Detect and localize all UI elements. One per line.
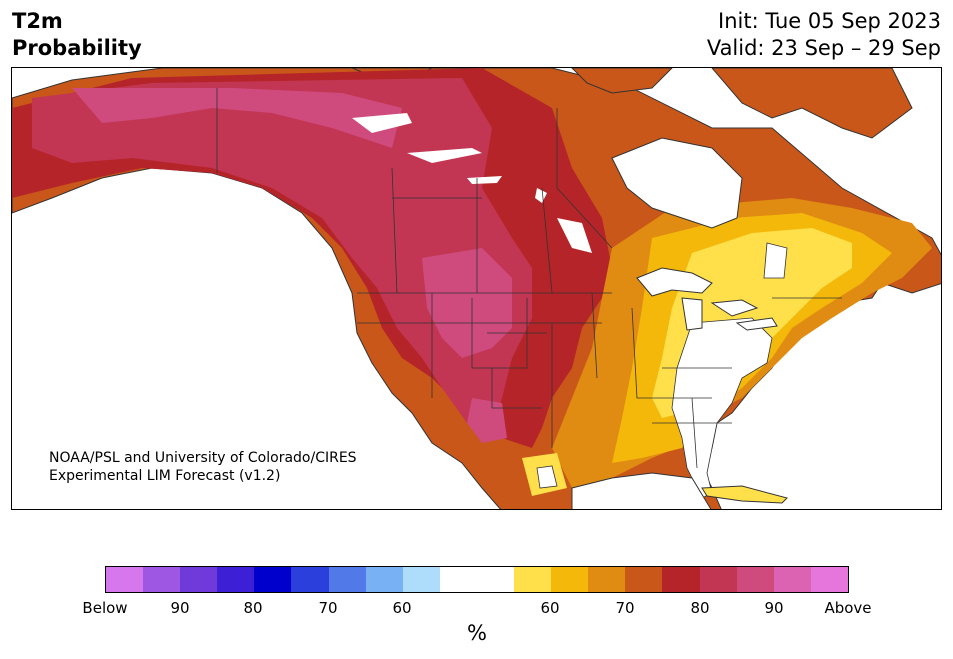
near-normal-region bbox=[536, 242, 788, 499]
title-line-probability: Probability bbox=[12, 36, 142, 60]
hudson-bay bbox=[611, 137, 743, 229]
colorbar-segment bbox=[625, 567, 663, 592]
colorbar-segment bbox=[476, 567, 515, 592]
map-panel bbox=[11, 67, 942, 510]
colorbar-label-below-70: 70 bbox=[318, 599, 338, 617]
colorbar-label-above: Above bbox=[824, 599, 872, 617]
colorbar-segment bbox=[810, 567, 848, 592]
colorbar-segment bbox=[588, 567, 626, 592]
colorbar bbox=[105, 566, 849, 593]
map-credit: NOAA/PSL and University of Colorado/CIRE… bbox=[49, 449, 357, 485]
political-borders bbox=[216, 88, 842, 469]
above-80-region bbox=[32, 78, 532, 428]
probability-map bbox=[12, 68, 941, 509]
colorbar-segment bbox=[773, 567, 811, 592]
map-title: T2m Probability bbox=[12, 8, 142, 62]
colorbar-label-below-60: 60 bbox=[392, 599, 412, 617]
valid-date: Valid: 23 Sep – 29 Sep bbox=[706, 36, 941, 60]
colorbar-segment bbox=[402, 567, 440, 592]
gulf-of-mexico bbox=[571, 472, 712, 509]
colorbar-segment bbox=[699, 567, 737, 592]
colorbar-segment bbox=[551, 567, 589, 592]
colorbar-segment bbox=[439, 567, 477, 592]
cuba bbox=[701, 485, 788, 504]
colorbar-segment bbox=[662, 567, 700, 592]
colorbar-label-above-80: 80 bbox=[690, 599, 710, 617]
great-lakes bbox=[636, 267, 778, 331]
colorbar-segment bbox=[106, 567, 144, 592]
colorbar-segment bbox=[143, 567, 181, 592]
colorbar-label-below: Below bbox=[82, 599, 128, 617]
credit-line-1: NOAA/PSL and University of Colorado/CIRE… bbox=[49, 450, 357, 466]
colorbar-segment bbox=[365, 567, 403, 592]
colorbar-label-below-80: 80 bbox=[243, 599, 263, 617]
colorbar-segment bbox=[291, 567, 329, 592]
colorbar-segment bbox=[180, 567, 218, 592]
above-90-region bbox=[72, 88, 512, 443]
colorbar-segment bbox=[328, 567, 366, 592]
colorbar-label-above-90: 90 bbox=[764, 599, 784, 617]
colorbar-label-above-60: 60 bbox=[540, 599, 560, 617]
title-line-variable: T2m bbox=[12, 9, 63, 33]
colorbar-label-above-70: 70 bbox=[615, 599, 635, 617]
colorbar-segment bbox=[217, 567, 255, 592]
colorbar-segment bbox=[514, 567, 552, 592]
colorbar-segment bbox=[254, 567, 292, 592]
colorbar-units: % bbox=[467, 621, 487, 645]
colorbar-segment bbox=[736, 567, 774, 592]
credit-line-2: Experimental LIM Forecast (v1.2) bbox=[49, 468, 281, 484]
init-date: Init: Tue 05 Sep 2023 bbox=[718, 9, 941, 33]
canada-lakes bbox=[352, 113, 592, 253]
colorbar-label-below-90: 90 bbox=[170, 599, 190, 617]
forecast-dates: Init: Tue 05 Sep 2023 Valid: 23 Sep – 29… bbox=[707, 8, 941, 62]
